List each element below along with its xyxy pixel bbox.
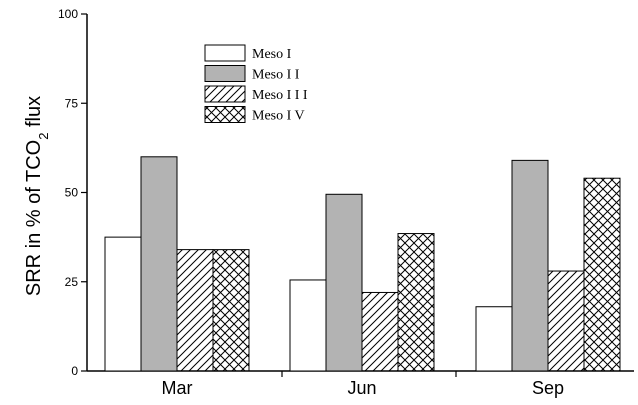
bar-jun-series-3	[361, 291, 399, 372]
y-tick-label-0: 0	[71, 364, 78, 378]
bar-jun-series-2	[325, 193, 363, 372]
bar-sep-series-3	[547, 270, 585, 372]
y-tick-label-25: 25	[65, 275, 79, 289]
bar-jun-series-4	[397, 233, 435, 372]
y-axis-label-subscript: 2	[36, 133, 51, 140]
bar-sep-series-1	[475, 306, 513, 372]
x-category-label-sep: Sep	[532, 378, 564, 398]
y-axis-label: SRR in % of TCO2 flux	[23, 96, 51, 296]
y-tick-label-50: 50	[65, 186, 79, 200]
bars-group	[104, 156, 621, 372]
legend-label-1: Meso I	[252, 47, 292, 62]
bar-mar-series-3	[176, 249, 214, 372]
bar-mar-series-2	[140, 156, 178, 372]
bar-mar-series-4	[212, 249, 250, 372]
legend-swatch-4	[204, 106, 246, 123]
bar-mar-series-1	[104, 236, 142, 372]
legend-label-2: Meso I I	[252, 68, 300, 83]
bar-sep-series-2	[511, 159, 549, 372]
legend-swatch-3	[204, 85, 246, 103]
y-tick-label-100: 100	[58, 7, 78, 21]
legend-swatch-2	[204, 65, 246, 82]
legend-swatch-1	[204, 44, 246, 62]
legend-label-3: Meso I I I	[252, 88, 308, 103]
y-axis-label-end: flux	[23, 96, 45, 133]
legend-label-4: Meso I V	[252, 109, 305, 124]
bar-sep-series-4	[583, 177, 621, 372]
x-category-label-jun: Jun	[347, 378, 376, 398]
legend: Meso I Meso I I Meso I I I Meso I V	[204, 44, 308, 124]
y-tick-label-75: 75	[65, 96, 79, 110]
x-category-label-mar: Mar	[162, 378, 193, 398]
y-axis-label-main: SRR in % of TCO	[23, 140, 45, 296]
bar-jun-series-1	[289, 279, 327, 372]
